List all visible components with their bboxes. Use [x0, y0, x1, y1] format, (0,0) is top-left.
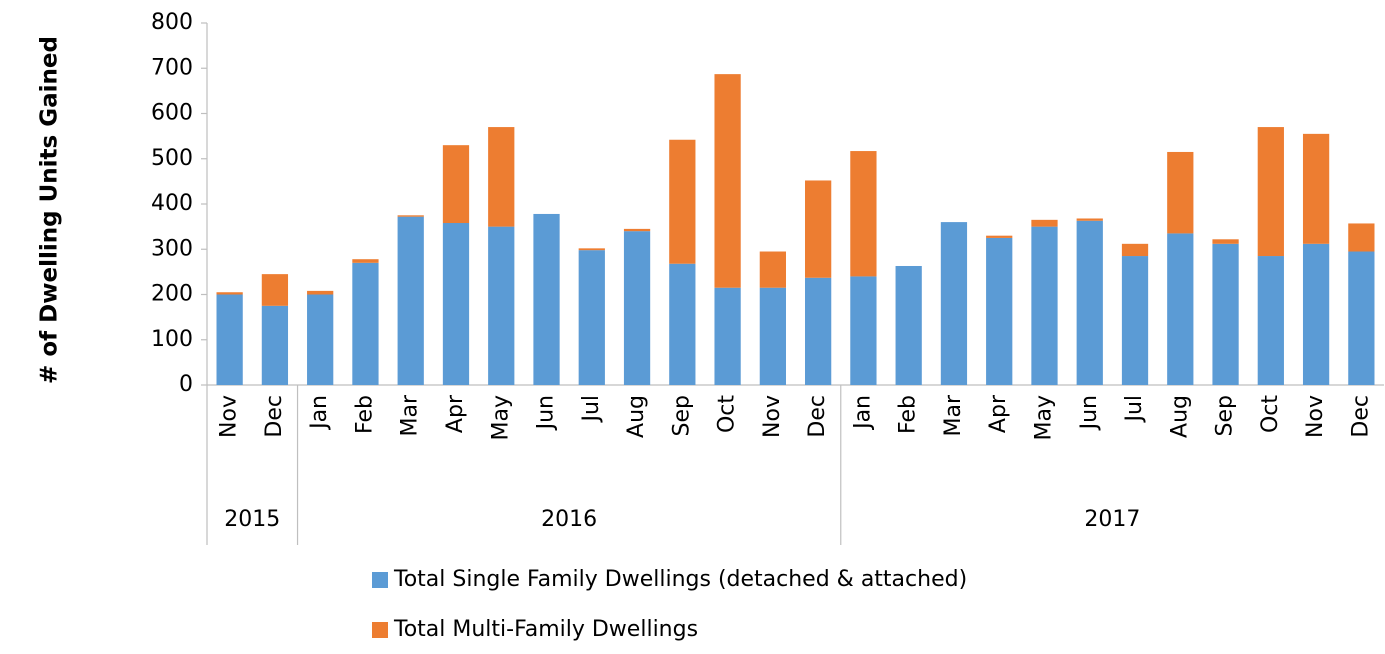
y-tick-label: 200 — [151, 282, 193, 307]
x-tick-label: Nov — [760, 395, 785, 438]
x-tick-label: Mar — [941, 394, 966, 436]
bar-segment — [669, 139, 696, 264]
bar-segment — [307, 294, 334, 385]
bar-segment — [216, 292, 243, 295]
x-tick-label: Nov — [1303, 395, 1328, 438]
bar-segment — [1076, 220, 1103, 385]
y-tick-label: 0 — [179, 372, 193, 397]
bar-segment — [986, 237, 1013, 385]
bar-segment — [623, 228, 651, 232]
x-tick-label: Apr — [443, 394, 468, 433]
x-tick-label: Dec — [805, 395, 830, 438]
bar-segment — [1212, 239, 1239, 244]
bar-segment — [1167, 151, 1194, 234]
y-tick-label: 100 — [151, 327, 193, 352]
y-tick-label: 400 — [151, 191, 193, 216]
bar-segment — [805, 180, 832, 278]
bar-segment — [1121, 256, 1149, 385]
x-tick-label: Aug — [1167, 395, 1192, 438]
x-tick-label: Apr — [986, 394, 1011, 433]
bar-segment — [714, 287, 741, 385]
x-tick-label: Nov — [217, 395, 242, 438]
bar-segment — [895, 265, 922, 385]
bar-segment — [1076, 218, 1103, 221]
bar-segment — [352, 262, 379, 385]
bar-segment — [307, 290, 334, 295]
bar-segment — [759, 251, 786, 288]
bar-segment — [1167, 233, 1194, 385]
bar-segment — [623, 231, 651, 385]
bar-segment — [850, 276, 877, 385]
y-tick-label: 600 — [151, 101, 193, 126]
bar-segment — [1031, 219, 1058, 227]
bar-segment — [352, 259, 379, 263]
x-tick-label: Dec — [1348, 395, 1373, 438]
group-label: 2015 — [224, 507, 280, 532]
bar-segment — [759, 287, 786, 385]
bar-segment — [805, 277, 832, 385]
x-tick-label: Jul — [579, 395, 604, 424]
x-tick-label: May — [488, 395, 513, 440]
bar-segment — [850, 151, 877, 277]
legend-swatch — [372, 622, 388, 638]
x-tick-label: Jun — [534, 395, 559, 431]
y-axis-label: # of Dwelling Units Gained — [37, 36, 63, 384]
bar-segment — [397, 216, 424, 385]
bar-segment — [669, 263, 696, 385]
x-tick-label: Oct — [715, 395, 740, 433]
y-tick-label: 700 — [151, 55, 193, 80]
bar-segment — [1212, 243, 1239, 385]
bar-segment — [216, 294, 243, 385]
bar-segment — [1348, 223, 1375, 252]
legend-label: Total Single Family Dwellings (detached … — [393, 567, 967, 592]
x-tick-label: Sep — [669, 395, 694, 436]
y-tick-label: 300 — [151, 236, 193, 261]
x-tick-label: May — [1031, 395, 1056, 440]
bar-segment — [442, 145, 470, 224]
bar-segment — [1257, 127, 1284, 257]
bar-segment — [1302, 243, 1330, 385]
bar-segment — [1348, 251, 1375, 385]
x-tick-label: Jun — [1077, 395, 1102, 431]
bar-segment — [261, 274, 289, 306]
bar-segment — [578, 248, 605, 251]
bar-segment — [1257, 256, 1284, 385]
y-tick-label: 500 — [151, 146, 193, 171]
x-tick-label: Mar — [398, 394, 423, 436]
bar-segment — [986, 235, 1013, 238]
bar-segment — [442, 223, 470, 385]
bar-segment — [714, 74, 741, 288]
x-tick-label: Aug — [624, 395, 649, 438]
x-tick-label: Jul — [1122, 395, 1147, 424]
bar-segment — [488, 127, 515, 227]
bar-segment — [578, 250, 605, 385]
x-tick-label: Jan — [307, 395, 332, 431]
bar-segment — [533, 213, 560, 385]
bar-segment — [940, 222, 968, 385]
x-tick-label: Dec — [262, 395, 287, 438]
bar-segment — [488, 226, 515, 385]
group-label: 2017 — [1084, 507, 1140, 532]
bar-segment — [1121, 243, 1149, 257]
bar-segment — [1302, 133, 1330, 244]
legend-swatch — [372, 572, 388, 588]
x-tick-label: Feb — [896, 395, 921, 434]
x-tick-label: Feb — [352, 395, 377, 434]
bar-segment — [261, 305, 289, 385]
y-tick-label: 800 — [151, 10, 193, 35]
x-tick-label: Jan — [850, 395, 875, 431]
x-tick-label: Oct — [1258, 395, 1283, 433]
legend-label: Total Multi-Family Dwellings — [393, 617, 698, 642]
group-label: 2016 — [541, 507, 597, 532]
bar-segment — [1031, 226, 1058, 385]
bar-segment — [397, 215, 424, 217]
x-tick-label: Sep — [1213, 395, 1238, 436]
